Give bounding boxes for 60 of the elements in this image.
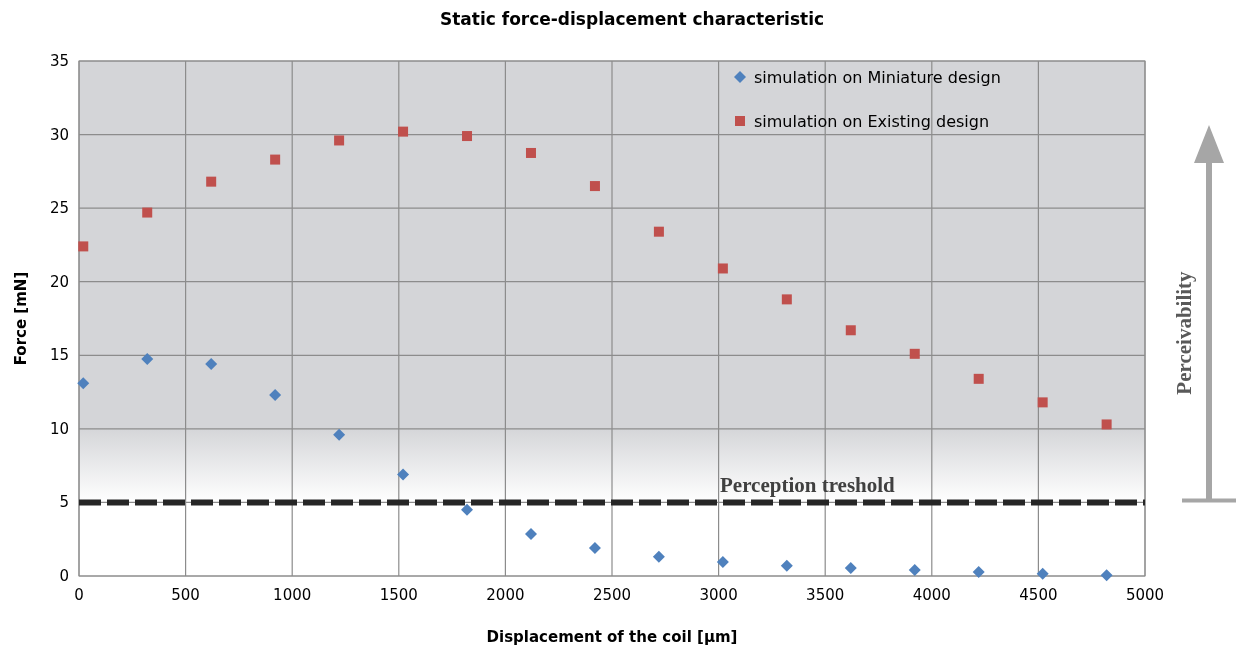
point <box>589 181 600 192</box>
point <box>334 135 345 146</box>
point <box>398 126 409 137</box>
x-tick-label: 0 <box>74 586 84 604</box>
point <box>845 325 856 336</box>
y-tick-label: 20 <box>49 272 69 291</box>
x-tick-label: 2000 <box>486 586 525 604</box>
point <box>333 428 346 441</box>
legend-label: simulation on Existing design <box>754 112 990 131</box>
point <box>206 176 217 187</box>
point <box>781 294 792 305</box>
point <box>588 542 601 555</box>
point <box>141 352 154 365</box>
x-tick-label: 4500 <box>1019 586 1058 604</box>
point <box>1100 569 1113 582</box>
x-tick-label: 1500 <box>379 586 418 604</box>
point <box>973 373 984 384</box>
point <box>908 564 921 577</box>
point <box>462 131 473 142</box>
chart-title: Static force-displacement characteristic <box>439 9 825 29</box>
point <box>653 226 664 237</box>
text: Perceivability <box>1172 270 1196 395</box>
y-tick-label: 35 <box>49 52 69 70</box>
x-tick-label: 3500 <box>806 586 845 604</box>
y-tick-label: 10 <box>49 419 69 438</box>
x-axis-title: Displacement of the coil [μm] <box>486 628 738 646</box>
x-tick-label: 3000 <box>699 586 738 604</box>
point <box>780 559 793 572</box>
x-tick-label: 4000 <box>912 586 951 604</box>
point <box>909 348 920 359</box>
x-tick-label: 2500 <box>592 586 632 604</box>
legend-label: simulation on Miniature design <box>754 68 1001 87</box>
point <box>525 147 536 158</box>
point <box>142 207 153 218</box>
x-tick-label: 5000 <box>1125 586 1165 604</box>
point <box>1101 419 1112 430</box>
y-tick-label: 5 <box>59 493 69 512</box>
y-tick-label: 30 <box>49 125 69 144</box>
point <box>461 503 474 516</box>
point <box>844 561 857 574</box>
y-tick-label: 0 <box>59 567 69 585</box>
point <box>716 556 729 569</box>
y-tick-label: 15 <box>49 346 69 365</box>
point <box>77 377 90 390</box>
y-axis-title: Force [mN] <box>12 271 30 366</box>
point <box>652 550 665 563</box>
point <box>1036 567 1049 580</box>
ref-line-label: Perception treshold <box>720 473 896 498</box>
point <box>270 154 281 165</box>
point <box>717 263 728 274</box>
x-tick-label: 1000 <box>273 586 312 604</box>
point <box>524 528 537 541</box>
y-tick-label: 25 <box>49 199 69 218</box>
point <box>269 389 282 402</box>
point <box>397 468 410 481</box>
point <box>972 566 985 579</box>
x-tick-label: 500 <box>171 586 200 604</box>
point <box>1037 397 1048 408</box>
point <box>205 358 218 371</box>
point <box>78 241 89 252</box>
